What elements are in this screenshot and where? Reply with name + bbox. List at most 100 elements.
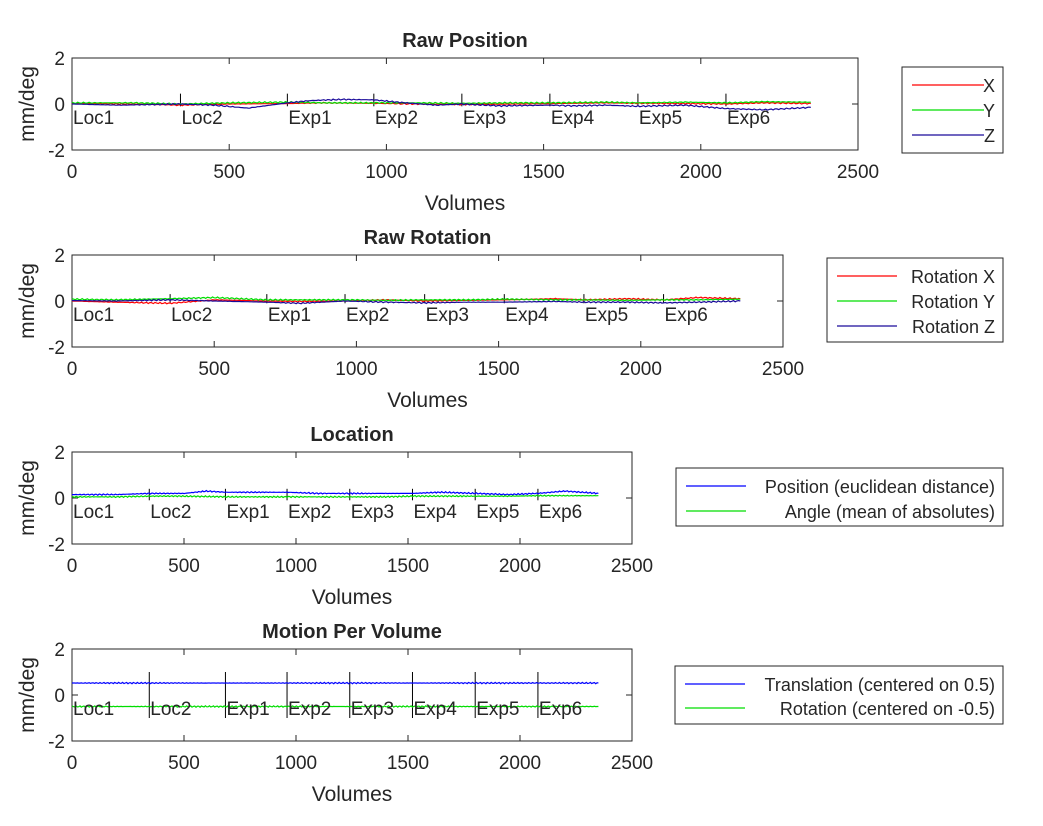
- x-tick-label: 1000: [335, 359, 377, 380]
- x-tick-label: 500: [213, 162, 245, 183]
- x-tick-label: 1000: [275, 556, 317, 577]
- run-label: Loc1: [73, 699, 114, 720]
- run-label: Exp5: [476, 502, 519, 523]
- y-tick-label: 2: [54, 246, 65, 267]
- run-label: Loc1: [73, 305, 114, 326]
- legend-box: [674, 665, 1004, 725]
- x-tick-label: 2500: [611, 753, 653, 774]
- series-line: [71, 494, 599, 499]
- y-tick-label: 2: [54, 640, 65, 661]
- axes-box: [71, 451, 633, 545]
- series-line: [71, 704, 599, 708]
- run-label: Exp5: [476, 699, 519, 720]
- series-line: [72, 489, 599, 496]
- run-label: Exp6: [665, 305, 708, 326]
- x-tick-label: 1500: [522, 162, 564, 183]
- y-tick-label: -2: [48, 338, 65, 359]
- legend-label: Rotation Z: [912, 317, 995, 337]
- x-tick-label: 500: [198, 359, 230, 380]
- x-axis-label: Volumes: [312, 586, 393, 609]
- run-label: Exp4: [413, 699, 457, 720]
- x-tick-label: 0: [67, 359, 78, 380]
- y-axis-label: mm/deg: [16, 66, 39, 142]
- run-label: Exp1: [268, 305, 311, 326]
- run-label: Exp2: [375, 108, 418, 129]
- run-label: Exp3: [463, 108, 506, 129]
- run-label: Exp3: [351, 699, 394, 720]
- chart-title: Raw Rotation: [364, 227, 492, 249]
- y-tick-label: 0: [54, 686, 65, 707]
- x-tick-label: 2000: [680, 162, 722, 183]
- series-line: [71, 296, 741, 302]
- axes-box: [71, 648, 633, 742]
- run-label: Exp6: [539, 699, 582, 720]
- x-tick-label: 500: [168, 556, 200, 577]
- x-tick-label: 2000: [499, 556, 541, 577]
- legend-box: [826, 257, 1004, 343]
- x-axis-label: Volumes: [425, 192, 506, 215]
- x-tick-label: 1500: [387, 556, 429, 577]
- y-tick-label: -2: [48, 141, 65, 162]
- y-tick-label: 0: [54, 489, 65, 510]
- legend-label: Rotation (centered on -0.5): [780, 699, 995, 719]
- x-axis-label: Volumes: [312, 783, 393, 806]
- x-tick-label: 2000: [620, 359, 662, 380]
- x-tick-label: 1000: [365, 162, 407, 183]
- x-tick-label: 2500: [837, 162, 879, 183]
- run-label: Exp3: [351, 502, 394, 523]
- run-label: Exp6: [727, 108, 770, 129]
- legend-box: [675, 467, 1004, 527]
- run-label: Exp1: [226, 502, 269, 523]
- x-tick-label: 1000: [275, 753, 317, 774]
- run-label: Exp4: [551, 108, 595, 129]
- run-label: Loc2: [150, 502, 191, 523]
- legend-label: Translation (centered on 0.5): [765, 675, 995, 695]
- run-label: Loc2: [171, 305, 212, 326]
- run-label: Loc1: [73, 108, 114, 129]
- x-tick-label: 0: [67, 556, 78, 577]
- legend-label: Position (euclidean distance): [765, 477, 995, 497]
- y-tick-label: 0: [54, 95, 65, 116]
- x-tick-label: 1500: [477, 359, 519, 380]
- y-tick-label: 0: [54, 292, 65, 313]
- x-tick-label: 2500: [611, 556, 653, 577]
- x-tick-label: 500: [168, 753, 200, 774]
- run-label: Exp1: [288, 108, 331, 129]
- run-label: Exp3: [426, 305, 469, 326]
- y-tick-label: 2: [54, 49, 65, 70]
- y-tick-label: 2: [54, 443, 65, 464]
- chart-title: Raw Position: [402, 30, 528, 52]
- run-label: Exp4: [505, 305, 549, 326]
- run-label: Exp4: [413, 502, 457, 523]
- run-label: Exp2: [288, 502, 331, 523]
- chart-title: Location: [310, 424, 393, 446]
- x-tick-label: 0: [67, 162, 78, 183]
- y-axis-label: mm/deg: [16, 263, 39, 339]
- series-line: [72, 98, 811, 111]
- y-axis-label: mm/deg: [16, 460, 39, 536]
- run-label: Exp5: [639, 108, 682, 129]
- legend-label: Angle (mean of absolutes): [785, 502, 995, 522]
- series-line: [71, 100, 811, 105]
- run-label: Exp5: [585, 305, 628, 326]
- legend: Position (euclidean distance) Angle (mean…: [675, 467, 1004, 527]
- legend-label: Y: [983, 101, 995, 121]
- run-label: Loc1: [73, 502, 114, 523]
- run-label: Loc2: [181, 108, 222, 129]
- x-axis-label: Volumes: [387, 389, 468, 412]
- legend-label: X: [983, 76, 995, 96]
- legend-label: Z: [984, 126, 995, 146]
- run-label: Exp1: [226, 699, 269, 720]
- chart-title: Motion Per Volume: [262, 621, 442, 643]
- run-label: Loc2: [150, 699, 191, 720]
- legend: XYZ: [901, 66, 1004, 154]
- x-tick-label: 2000: [499, 753, 541, 774]
- run-label: Exp2: [346, 305, 389, 326]
- legend: Rotation X Rotation Y Rotation Z: [826, 257, 1004, 343]
- y-tick-label: -2: [48, 732, 65, 753]
